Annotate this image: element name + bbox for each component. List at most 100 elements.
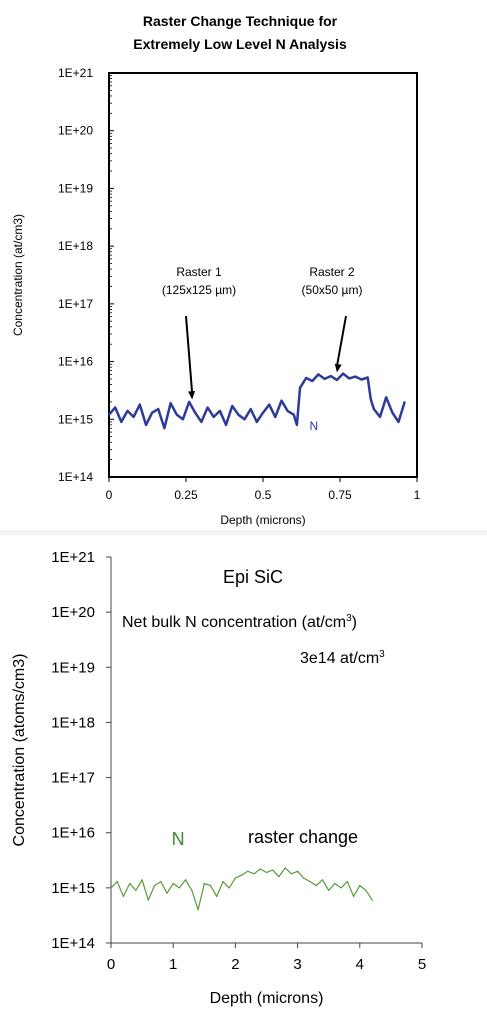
chart2-ytick-label: 1E+17 [51,770,95,787]
chart1-xlabel: Depth (microns) [220,513,305,527]
chart1-series-n-point [139,403,141,406]
chart2-xlabel: Depth (microns) [210,990,324,1007]
chart1-series-n-point [182,418,184,421]
chart1-series-label: N [309,419,318,433]
chart2-series-n-point [315,884,317,887]
chart2-series-n-point [116,880,118,883]
chart1-series-n-point [336,379,338,381]
chart2-annotation-material: Epi SiC [223,567,283,587]
chart1-series-n-point [274,416,277,418]
chart2-series-n-point [129,882,131,885]
chart2-ytick-label: 1E+21 [51,549,95,566]
chart2-annotation-value: 3e14 at/cm3 [300,649,385,667]
chart2-ytick-label: 1E+16 [51,825,95,842]
chart1-series-n-point [206,406,209,409]
chart1-series-n-point [237,413,240,416]
chart2-series-n-point [340,887,342,889]
chart1-series-n-point [262,411,264,414]
chart1-series-n-point [373,408,375,410]
chart2-annotation-net-bulk-text: Net bulk N concentration (at/cm [122,614,346,631]
chart2-annotation-net-bulk: Net bulk N concentration (at/cm3) [122,613,357,631]
chart2-series-n-point [228,887,230,889]
chart2-ytick-label: 1E+19 [51,659,95,676]
chart2-ytick-label: 1E+20 [51,604,95,621]
chart2-series-n-point [297,870,299,872]
chart2-series-n-point [191,889,193,891]
chart1-series-n-point [243,418,246,421]
chart1-annotation-2-arrowhead [334,363,342,373]
chart2-xtick-label: 4 [356,956,364,973]
chart1-series-n-point [212,416,215,418]
chart1-series-n-point [231,405,233,407]
chart2-annotation-net-bulk-close: ) [352,614,357,631]
chart1-series-n-point [108,413,110,416]
chart1-series-n-point [391,411,394,414]
chart1-series-n-point [366,376,369,379]
chart2-series-n-line [110,867,373,911]
chart2-series-n-point [122,895,125,897]
chart2-annotation-value-text: 3e14 at/cm [300,650,379,667]
chart1-series-n-point [403,401,406,403]
chart2-series-n-point [135,889,137,891]
chart2-series-n-point [365,889,367,891]
chart1-series-n-point [188,401,190,403]
chart1-title-line-2: Extremely Low Level N Analysis [133,36,347,52]
chart2-series-n-point [303,877,305,879]
chart2-series-n-point [359,884,361,887]
chart1-ytick-label: 1E+18 [58,239,93,253]
chart-panel-2: 1E+14 1E+15 1E+16 1E+17 1E+18 1E+19 1E+20 1E+21… [0,535,487,1015]
chart2-series-n-point [216,895,218,897]
chart1-annotation-1-line-1: Raster 1 [176,265,222,279]
chart1-series-n-point [175,413,178,416]
chart1-series-n-point [194,411,197,414]
chart2-series-n-point [234,877,236,879]
chart2-xtick-label: 2 [231,956,239,973]
chart1-series-n-point [299,387,301,389]
chart2-series-n-point [178,887,181,889]
chart1-series-n-point [120,421,123,423]
chart2-series-n-point [110,887,112,889]
chart1-xtick-label: 1 [414,488,421,502]
chart2-xtick-label: 1 [169,956,177,973]
chart1-series-n-line [108,372,406,430]
chart2-series-label: N [172,829,185,849]
chart2-series-n-point [328,889,330,891]
chart1-annotation-1-line-2: (125x125 µm) [162,283,236,297]
chart1-series-n-point [157,408,160,410]
chart1-series-n-point [305,377,307,379]
chart1-ytick-label: 1E+16 [58,355,93,369]
chart-panel-1: Raster Change Technique for Extremely Low… [11,13,421,527]
chart1-series-n-point [126,410,129,412]
chart2-series-n-point [172,882,174,885]
chart1-xtick-label: 0 [106,488,113,502]
chart2-series-n-point [321,879,324,881]
chart2-series-n-point [278,876,280,878]
chart2-series-n-point [209,884,212,887]
chart1-annotation-2-line-2: (50x50 µm) [302,283,363,297]
chart1-series-n-point [169,402,172,404]
chart1-series-n-point [296,424,298,426]
chart1-series-n-point [354,375,357,378]
chart1-xtick-label: 0.75 [328,488,352,502]
chart1-ytick-label: 1E+21 [58,66,93,80]
chart2-series-n-point [309,880,311,883]
chart1-xtick-label: 0.25 [174,488,198,502]
chart2-series-n-point [371,899,373,901]
chart1-series-n-point [385,396,388,399]
chart2-series-n-point [284,867,286,869]
chart1-series-n-point [379,416,381,418]
chart2-series-n-point [346,880,348,883]
panel-divider [0,530,487,535]
chart1-annotation-2-arrow [335,315,347,367]
chart1-annotation-1-arrow [185,315,194,394]
chart2-series-n-point [247,870,249,872]
chart1-annotation-1-arrowhead [188,390,196,400]
chart1-series-n-point [286,410,289,412]
chart1-series-n-point [132,416,135,418]
chart2-annotation-value-sup: 3 [379,649,385,660]
chart2-series-n-point [352,895,355,897]
chart1-series-n-point [311,380,314,382]
chart1-annotation-2-line-1: Raster 2 [309,265,355,279]
chart1-series-n-point [370,398,372,401]
chart2-series-n-point [141,879,143,881]
